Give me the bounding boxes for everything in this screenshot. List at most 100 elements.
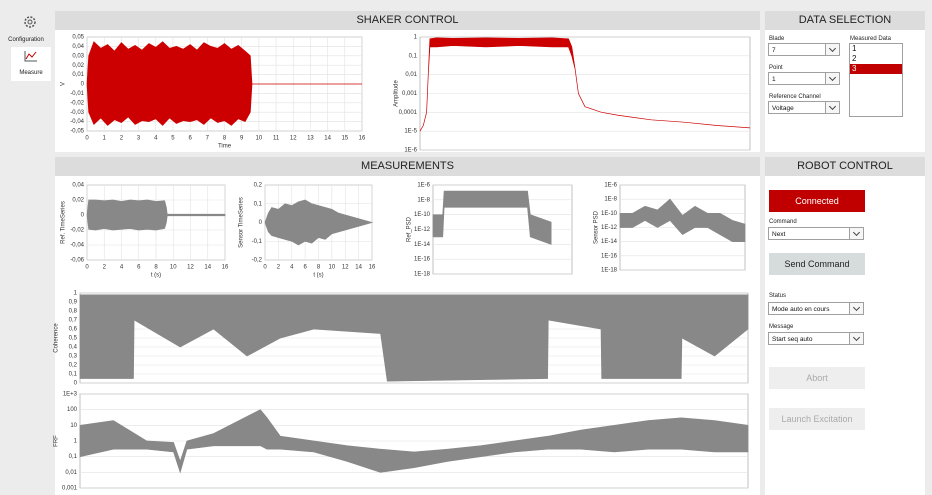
x-tick-label: 14 — [324, 136, 331, 142]
y-tick-label: 0,04 — [72, 183, 84, 189]
send-command-button[interactable]: Send Command — [769, 253, 865, 275]
y-tick-label: 1E-6 — [604, 183, 617, 189]
reference-channel-value: Voltage — [772, 105, 794, 112]
x-tick-label: 3 — [137, 136, 141, 142]
y-tick-label: 1E-16 — [414, 257, 431, 263]
y-tick-label: 0,02 — [72, 198, 84, 204]
gear-icon[interactable] — [22, 14, 38, 30]
x-tick-label: 12 — [342, 265, 349, 271]
y-tick-label: 1 — [414, 35, 418, 41]
y-axis-label: Ref_PSD — [407, 216, 413, 242]
y-axis-label: Sensor TimeSeries — [239, 197, 245, 248]
blade-dropdown[interactable]: 7 — [768, 43, 840, 56]
y-tick-label: 0 — [81, 82, 85, 88]
signal-area — [86, 199, 226, 231]
nav-measure-tab[interactable] — [11, 47, 51, 81]
x-tick-label: 6 — [137, 265, 141, 271]
y-tick-label: -0,04 — [70, 119, 84, 125]
y-tick-label: -0,05 — [70, 129, 84, 135]
y-tick-label: 0,1 — [254, 201, 263, 207]
y-tick-label: 1E-5 — [404, 129, 417, 135]
command-value: Next — [772, 231, 786, 238]
x-tick-label: 11 — [273, 136, 280, 142]
signal-area — [79, 409, 749, 474]
y-tick-label: 1E-14 — [414, 242, 431, 248]
x-tick-label: 13 — [307, 136, 314, 142]
y-tick-label: 1E-12 — [414, 227, 431, 233]
section-header: ROBOT CONTROL — [765, 157, 925, 176]
y-axis-label: Sensor PSD — [594, 210, 600, 244]
reference-channel-dropdown[interactable]: Voltage — [768, 101, 840, 114]
x-tick-label: 12 — [187, 265, 194, 271]
list-item[interactable]: 1 — [852, 44, 857, 53]
y-tick-label: 0 — [74, 381, 78, 387]
y-tick-label: 0,4 — [69, 345, 78, 351]
connected-button[interactable]: Connected — [769, 190, 865, 212]
abort-button[interactable]: Abort — [769, 367, 865, 389]
x-axis-label: t (s) — [313, 273, 323, 279]
status-label: Status — [769, 293, 787, 299]
y-axis-label: Coherence — [54, 323, 60, 353]
y-tick-label: 1E-6 — [404, 148, 417, 154]
command-label: Command — [769, 219, 797, 225]
x-tick-label: 10 — [329, 265, 336, 271]
y-tick-label: -0,02 — [70, 228, 84, 234]
signal-area — [264, 199, 374, 246]
y-tick-label: 0,5 — [69, 336, 78, 342]
status-dropdown[interactable]: Mode auto en cours — [768, 302, 864, 315]
y-tick-label: -0,2 — [252, 258, 263, 264]
x-tick-label: 15 — [341, 136, 348, 142]
x-tick-label: 16 — [222, 265, 229, 271]
x-axis-label: t (s) — [151, 273, 161, 279]
y-tick-label: 0,01 — [65, 470, 77, 476]
y-tick-label: 0,05 — [72, 35, 84, 41]
x-tick-label: 5 — [171, 136, 175, 142]
y-tick-label: 0,8 — [69, 309, 78, 315]
x-tick-label: 12 — [290, 136, 297, 142]
x-tick-label: 6 — [188, 136, 192, 142]
y-tick-label: 0,1 — [69, 454, 78, 460]
x-tick-label: 1 — [103, 136, 107, 142]
y-tick-label: 0,04 — [72, 44, 84, 50]
status-value: Mode auto en cours — [772, 306, 830, 313]
nav-measure[interactable]: Measure — [19, 70, 43, 76]
x-tick-label: 4 — [290, 265, 294, 271]
x-tick-label: 0 — [263, 265, 267, 271]
signal-area — [432, 190, 552, 245]
x-tick-label: 8 — [154, 265, 158, 271]
nav-configuration[interactable]: Configuration — [8, 37, 44, 43]
x-tick-label: 2 — [277, 265, 281, 271]
x-tick-label: 16 — [369, 265, 376, 271]
y-tick-label: 100 — [67, 407, 78, 413]
y-tick-label: 0,2 — [69, 363, 78, 369]
y-tick-label: 0,9 — [69, 300, 78, 306]
signal-area — [619, 198, 746, 243]
list-item[interactable]: 3 — [850, 64, 902, 74]
launch-excitation-button[interactable]: Launch Excitation — [769, 408, 865, 430]
y-tick-label: -0,02 — [70, 100, 84, 106]
message-label: Message — [769, 324, 794, 330]
x-tick-label: 4 — [120, 265, 124, 271]
sidebar — [0, 0, 52, 495]
message-dropdown[interactable]: Start seq auto — [768, 332, 864, 345]
x-tick-label: 2 — [120, 136, 124, 142]
section-header: MEASUREMENTS — [55, 157, 760, 176]
x-tick-label: 8 — [223, 136, 227, 142]
signal-area — [79, 294, 749, 382]
list-item[interactable]: 2 — [852, 54, 857, 63]
command-dropdown[interactable]: Next — [768, 227, 864, 240]
y-tick-label: 0,01 — [72, 72, 84, 78]
y-tick-label: 1E-10 — [414, 212, 431, 218]
signal-area — [86, 41, 362, 126]
x-tick-label: 10 — [256, 136, 263, 142]
x-tick-label: 0 — [85, 136, 89, 142]
y-tick-label: 1E-18 — [414, 272, 431, 278]
y-tick-label: 1E+3 — [63, 392, 78, 398]
y-tick-label: 1E-8 — [604, 197, 617, 203]
y-tick-label: 0,01 — [405, 72, 417, 78]
y-tick-label: 1E-10 — [601, 211, 618, 217]
y-tick-label: 1E-12 — [601, 225, 618, 231]
point-dropdown[interactable]: 1 — [768, 72, 840, 85]
